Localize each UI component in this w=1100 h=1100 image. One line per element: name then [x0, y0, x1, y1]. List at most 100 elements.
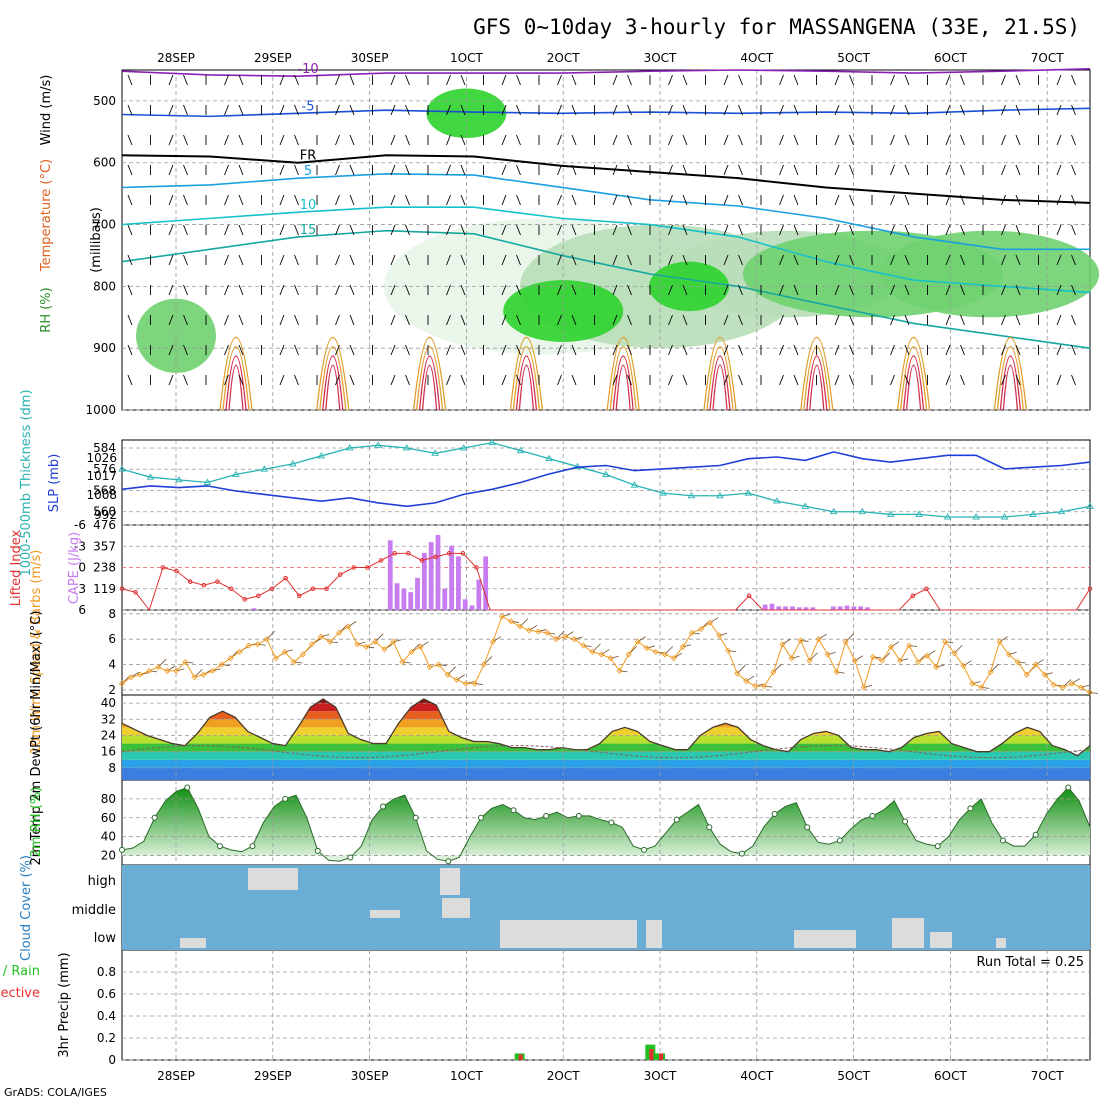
- wind-barb: [668, 164, 673, 176]
- lifted-marker: [460, 551, 466, 556]
- thickness-marker: [118, 465, 126, 472]
- y-label-cape: CAPE (J/kg): [67, 532, 82, 604]
- wind-barb: [890, 284, 895, 296]
- wind-barb: [1056, 374, 1062, 386]
- isotherm-15: [121, 229, 1091, 349]
- wind-barb: [238, 164, 244, 176]
- wind-barb: [960, 194, 965, 206]
- rh-marker: [216, 843, 223, 850]
- wind-barb: [945, 254, 951, 266]
- wind-marker: [544, 629, 551, 636]
- wind-barb: [390, 344, 396, 356]
- wind-barb: [460, 284, 466, 296]
- wind-marker: [589, 648, 596, 655]
- lifted-marker: [283, 575, 288, 581]
- wind-barb: [890, 104, 895, 116]
- wind-marker: [797, 637, 804, 644]
- wind-marker: [616, 667, 623, 674]
- wind-barb: [1001, 254, 1006, 266]
- wind-barb: [557, 374, 562, 386]
- cape-bar: [421, 552, 427, 610]
- y-tick-thickness: 584: [93, 441, 116, 455]
- wind-barb: [945, 164, 951, 176]
- wind-barb: [668, 74, 673, 86]
- cloud-block: [794, 930, 856, 948]
- warm-contour: [421, 364, 438, 411]
- wind-barb: [1056, 314, 1062, 326]
- wind-barb: [446, 104, 451, 116]
- wind-barb-10m: [1008, 652, 1017, 655]
- wind-barb: [516, 314, 521, 326]
- cloud-level-label: low: [94, 931, 117, 946]
- wind-barb-10m: [547, 632, 556, 635]
- wind-barb: [335, 194, 340, 206]
- wind-barb: [460, 134, 466, 146]
- wind-barb: [349, 74, 355, 86]
- wind-barb: [294, 164, 299, 176]
- wind-barb: [405, 194, 410, 206]
- wind-barb: [1071, 104, 1076, 116]
- wind-barb: [682, 344, 688, 356]
- wind-barb: [723, 284, 729, 296]
- wind-barb: [682, 314, 688, 326]
- wind-barb: [183, 194, 188, 206]
- x-top-tick: 6OCT: [934, 51, 967, 65]
- wind-barb: [904, 134, 910, 146]
- wind-barb: [557, 164, 562, 176]
- y-tick-temp: 24: [101, 728, 116, 742]
- wind-barb: [294, 104, 299, 116]
- lifted-marker: [160, 565, 166, 570]
- wind-barb-10m: [909, 645, 918, 647]
- wind-barb: [501, 74, 507, 86]
- warm-contour: [228, 364, 244, 411]
- wind-barb: [682, 74, 688, 86]
- wind-barb: [460, 314, 466, 326]
- y-tick-cape: 476: [93, 518, 116, 532]
- wind-barb: [960, 374, 965, 386]
- wind-marker: [164, 667, 171, 674]
- wind-marker: [417, 643, 424, 650]
- cloud-level-label: high: [88, 874, 116, 889]
- wind-barb: [390, 194, 396, 206]
- y-tick-temp: 16: [101, 745, 116, 759]
- wind-barb-10m: [320, 634, 330, 638]
- wind-marker: [553, 636, 560, 643]
- wind-barb: [516, 254, 521, 266]
- precip-conv-bar: [649, 1049, 654, 1060]
- wind-barb: [1071, 194, 1076, 206]
- precip-conv-bar: [518, 1054, 523, 1060]
- wind-barb: [390, 254, 396, 266]
- wind-barb: [627, 194, 632, 206]
- wind-barb: [335, 74, 340, 86]
- wind-barb-10m: [981, 686, 990, 689]
- wind-barb-10m: [438, 664, 447, 666]
- lifted-marker: [446, 551, 452, 556]
- thickness-line: [121, 441, 1091, 518]
- wind-marker: [779, 641, 786, 648]
- y-tick-lifted: 6: [78, 603, 86, 617]
- wind-marker: [173, 667, 180, 674]
- wind-barb: [168, 374, 174, 386]
- wind-barb: [668, 374, 673, 386]
- wind-barb: [224, 74, 229, 86]
- wind-barb: [793, 314, 799, 326]
- wind-barb: [723, 164, 729, 176]
- wind-barb: [405, 284, 410, 296]
- wind-barb: [349, 344, 355, 356]
- wind-barb: [390, 74, 396, 86]
- wind-barb: [668, 284, 673, 296]
- wind-barb: [349, 254, 355, 266]
- wind-barb: [405, 164, 410, 176]
- wind-marker: [345, 623, 352, 630]
- thickness-marker: [773, 497, 781, 504]
- lifted-marker: [310, 586, 316, 592]
- wind-barb: [960, 104, 965, 116]
- wind-barb: [446, 134, 451, 146]
- wind-barb: [682, 374, 688, 386]
- wind-barb: [516, 284, 521, 296]
- wind-barb: [682, 104, 688, 116]
- wind-barb: [335, 374, 340, 386]
- wind-barb: [904, 194, 910, 206]
- wind-barb: [960, 74, 965, 86]
- isotherm-label: 10: [300, 198, 317, 213]
